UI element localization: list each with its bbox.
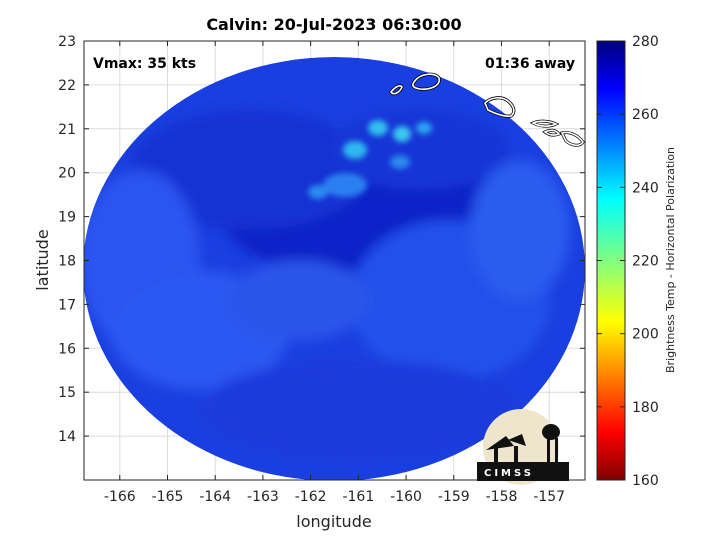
- colorbar-tick-label: 260: [632, 107, 659, 123]
- y-tick-labels: 14 15 16 17 18 19 20 21 22 23: [58, 34, 76, 445]
- colorbar-label: Brightness Temp - Horizontal Polarizatio…: [664, 147, 677, 373]
- cimss-logo: CIMSS: [477, 409, 569, 485]
- y-tick-label: 20: [58, 166, 76, 182]
- colorbar-tick-labels: 160 180 200 220 240 260 280: [632, 34, 659, 489]
- x-axis-label: longitude: [296, 512, 371, 531]
- y-tick-label: 18: [58, 254, 76, 270]
- colorbar-tick-label: 220: [632, 254, 659, 270]
- y-tick-label: 22: [58, 78, 76, 94]
- x-tick-labels: -166 -165 -164 -163 -162 -161 -160 -159 -158 -157: [104, 489, 565, 505]
- colorbar-tick-label: 180: [632, 400, 659, 416]
- x-tick-label: -166: [104, 489, 136, 505]
- y-tick-label: 21: [58, 122, 76, 138]
- x-tick-label: -159: [438, 489, 470, 505]
- colorbar-tick-label: 280: [632, 34, 659, 50]
- colorbar-ticks: [597, 40, 625, 481]
- swath-texture: [84, 110, 570, 460]
- coastlines: [388, 72, 585, 147]
- colorbar-tick-label: 160: [632, 473, 659, 489]
- logo-icon: [477, 424, 569, 481]
- warm-patches: [308, 120, 432, 199]
- y-tick-label: 17: [58, 297, 76, 313]
- x-tick-label: -163: [247, 489, 279, 505]
- time-away-annotation: 01:36 away: [485, 56, 575, 72]
- x-tick-label: -162: [295, 489, 327, 505]
- vmax-annotation: Vmax: 35 kts: [93, 56, 196, 72]
- x-tick-label: -164: [199, 489, 231, 505]
- x-tick-label: -165: [152, 489, 184, 505]
- x-tick-label: -158: [486, 489, 518, 505]
- y-tick-label: 16: [58, 341, 76, 357]
- x-tick-label: -160: [390, 489, 422, 505]
- microwave-swath: [84, 57, 585, 480]
- colorbar-tick-label: 200: [632, 327, 659, 343]
- chart-title: Calvin: 20-Jul-2023 06:30:00: [206, 15, 461, 34]
- y-axis-label: latitude: [33, 229, 52, 290]
- y-tick-label: 23: [58, 34, 76, 50]
- x-tick-label: -161: [342, 489, 374, 505]
- logo-text: CIMSS: [484, 468, 534, 479]
- colorbar-tick-label: 240: [632, 180, 659, 196]
- y-tick-label: 19: [58, 210, 76, 226]
- y-tick-label: 14: [58, 429, 76, 445]
- y-tick-label: 15: [58, 385, 76, 401]
- x-tick-label: -157: [533, 489, 565, 505]
